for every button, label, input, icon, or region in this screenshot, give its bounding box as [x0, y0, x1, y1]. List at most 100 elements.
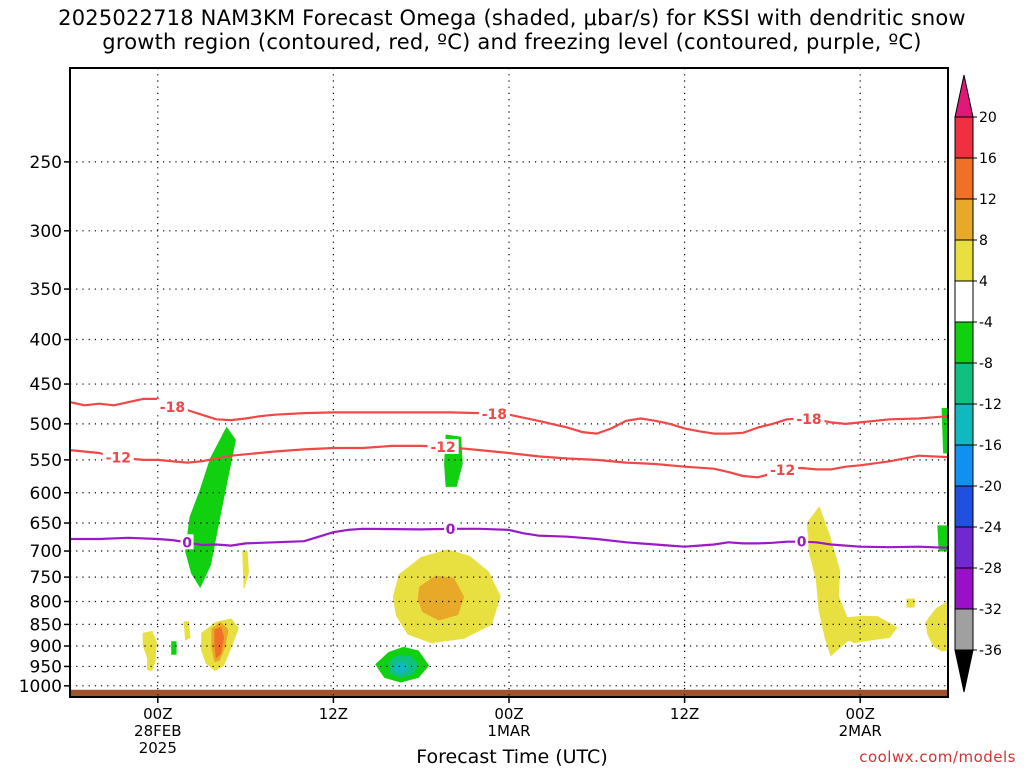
contour-label--18-0: -18	[160, 400, 185, 416]
y-tick-label-400: 400	[30, 331, 62, 351]
colorbar-swatch-4	[954, 280, 974, 323]
x-tick-label-30-1: 1MAR	[487, 722, 530, 740]
x-tick-label-6-1: 28FEB	[134, 722, 181, 740]
colorbar-label-12: -32	[979, 602, 1002, 618]
omega-region-deep-orange-0	[214, 627, 225, 659]
colorbar-swatch-9	[954, 485, 974, 528]
x-tick-label-6-2: 2025	[139, 739, 177, 757]
omega-region-yellow-2	[925, 601, 948, 652]
colorbar-label-11: -28	[979, 561, 1002, 577]
omega-region-orange-0	[417, 575, 465, 621]
contour-line--12	[70, 444, 948, 479]
omega-region-yellow-6	[242, 550, 249, 589]
colorbar-swatch-8	[954, 444, 974, 487]
x-axis-title: Forecast Time (UTC)	[416, 746, 608, 768]
colorbar-label-1: 16	[979, 151, 997, 167]
omega-region-yellow-7	[183, 621, 191, 641]
colorbar-swatch-7	[954, 403, 974, 446]
omega-region-yellow-1	[807, 506, 898, 656]
colorbar-label-7: -12	[979, 397, 1002, 413]
y-axis: 2503003504004505005506006507007508008509…	[19, 153, 70, 697]
contour-layer: -18 -18 -18 -12 -12 -12 0 0 0	[70, 397, 948, 551]
y-tick-label-450: 450	[30, 375, 62, 395]
contour-label-bg	[102, 449, 134, 465]
colorbar-label-0: 20	[979, 110, 997, 126]
omega-region-green-2	[937, 525, 948, 552]
colorbar-label-5: -4	[979, 315, 993, 331]
omega-region-ground-0	[70, 689, 948, 697]
y-tick-label-350: 350	[30, 280, 62, 300]
x-tick-label-54-1: 2MAR	[839, 722, 882, 740]
colorbar-swatch-11	[954, 567, 974, 610]
contour-label-bg	[478, 405, 510, 421]
colorbar-label-9: -20	[979, 479, 1002, 495]
chart-title: 2025022718 NAM3KM Forecast Omega (shaded…	[0, 6, 1024, 54]
omega-region-green-0	[185, 427, 236, 588]
contour-line-0	[70, 527, 948, 549]
colorbar-label-2: 12	[979, 192, 997, 208]
contour-label-bg	[156, 398, 188, 414]
contour-label--12-0: -12	[106, 451, 131, 467]
plot-frame	[69, 67, 949, 698]
y-tick-label-800: 800	[30, 592, 62, 612]
y-tick-label-850: 850	[30, 615, 62, 635]
omega-region-green-4	[171, 641, 177, 655]
colorbar-label-3: 8	[979, 233, 988, 249]
contour-label-bg	[767, 462, 799, 478]
contour-label--12-1: -12	[431, 440, 456, 456]
omega-region-cyan-0	[392, 661, 409, 674]
colorbar-label-10: -24	[979, 520, 1002, 536]
colorbar-label-8: -16	[979, 438, 1002, 454]
chart-title-line2: growth region (contoured, red, ºC) and f…	[102, 30, 922, 54]
colorbar-swatch-10	[954, 526, 974, 569]
y-tick-label-650: 650	[30, 514, 62, 534]
y-tick-label-700: 700	[30, 542, 62, 562]
x-tick-label-6-0: 00Z	[143, 705, 172, 723]
colorbar-swatch-0	[954, 116, 974, 159]
omega-region-yellow-5	[142, 631, 157, 671]
colorbar: 20 16 12 8 4 -4 -8 -12 -16 -20 -24 -28 -32 -36	[954, 74, 1002, 693]
y-tick-label-250: 250	[30, 153, 62, 173]
y-tick-label-550: 550	[30, 451, 62, 471]
colorbar-swatch-1	[954, 157, 974, 200]
y-tick-label-500: 500	[30, 415, 62, 435]
grid-layer	[70, 68, 948, 697]
contour-label--12-2: -12	[770, 463, 795, 479]
colorbar-label-6: -8	[979, 356, 993, 372]
colorbar-swatch-5	[954, 321, 974, 364]
y-tick-label-1000: 1000	[19, 677, 62, 697]
contour-label--18-2: -18	[796, 412, 821, 428]
contour-label-0-1: 0	[446, 522, 456, 538]
colorbar-top-arrow	[954, 74, 974, 118]
chart-title-line1: 2025022718 NAM3KM Forecast Omega (shaded…	[58, 6, 966, 30]
contour-label-bg	[795, 533, 809, 549]
colorbar-swatch-2	[954, 198, 974, 241]
y-tick-label-600: 600	[30, 484, 62, 504]
omega-region-yellow-3	[906, 598, 915, 608]
contour-label-0-2: 0	[797, 535, 807, 551]
omega-region-green-3	[941, 407, 948, 454]
y-tick-label-750: 750	[30, 568, 62, 588]
contour-label-bg	[443, 520, 457, 536]
colorbar-bottom-arrow	[954, 649, 974, 693]
x-tick-label-30-0: 00Z	[494, 705, 523, 723]
contour-label-bg	[427, 438, 459, 454]
contour-label-bg	[180, 534, 194, 550]
colorbar-swatch-3	[954, 239, 974, 282]
contour-label-0-0: 0	[182, 535, 192, 551]
x-tick-label-54-0: 00Z	[846, 705, 875, 723]
y-tick-label-300: 300	[30, 222, 62, 242]
colorbar-label-13: -36	[979, 643, 1002, 659]
y-tick-label-900: 900	[30, 637, 62, 657]
contour-label--18-1: -18	[482, 407, 507, 423]
x-tick-label-18-0: 12Z	[319, 705, 348, 723]
colorbar-swatch-6	[954, 362, 974, 405]
credit-link[interactable]: coolwx.com/models	[859, 748, 1016, 766]
y-tick-label-950: 950	[30, 657, 62, 677]
colorbar-label-4: 4	[979, 274, 988, 290]
x-tick-label-42-0: 12Z	[670, 705, 699, 723]
contour-label-bg	[793, 410, 825, 426]
colorbar-swatch-12	[954, 608, 974, 651]
